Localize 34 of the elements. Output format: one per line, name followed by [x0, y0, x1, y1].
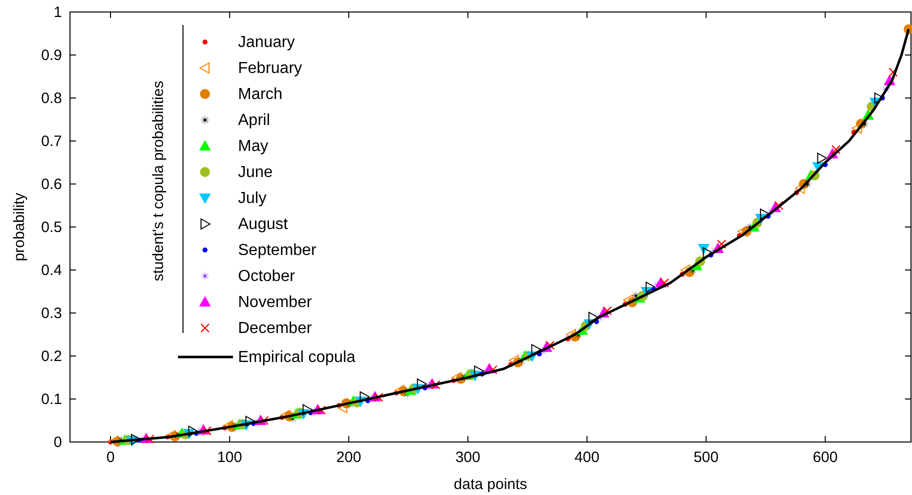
legend-label: September — [238, 242, 317, 259]
y-tick-label: 0 — [54, 434, 62, 451]
x-tick-label: 500 — [694, 449, 719, 466]
x-axis-title: data points — [454, 476, 528, 493]
legend-label: Empirical copula — [238, 349, 356, 366]
y-tick-label: 0.5 — [41, 219, 62, 236]
legend-label: April — [238, 112, 270, 129]
legend-label: June — [238, 164, 273, 181]
legend-label: December — [238, 320, 312, 337]
y-tick-label: 0.4 — [41, 262, 62, 279]
y-tick-label: 0.9 — [41, 47, 62, 64]
legend-label: May — [238, 138, 268, 155]
legend-label: November — [238, 294, 312, 311]
y-tick-label: 1 — [54, 4, 62, 21]
legend-title: student's t copula probabilities — [150, 80, 167, 282]
x-tick-label: 200 — [336, 449, 362, 466]
legend-label: October — [238, 268, 296, 285]
y-axis-title: probability — [11, 192, 28, 262]
y-tick-label: 0.8 — [41, 90, 62, 107]
legend-label: August — [238, 216, 288, 233]
y-tick-label: 0.1 — [41, 391, 62, 408]
x-tick-label: 0 — [106, 449, 115, 466]
x-tick-label: 400 — [574, 449, 600, 466]
y-tick-label: 0.3 — [41, 305, 62, 322]
y-tick-label: 0.6 — [41, 176, 62, 193]
x-tick-label: 300 — [455, 449, 480, 466]
y-tick-label: 0.7 — [41, 133, 62, 150]
legend-label: January — [238, 34, 295, 51]
x-tick-label: 100 — [217, 449, 242, 466]
legend-label: July — [238, 190, 266, 207]
legend-label: February — [238, 60, 302, 77]
x-tick-label: 600 — [812, 449, 838, 466]
y-tick-label: 0.2 — [41, 348, 62, 365]
legend-label: March — [238, 86, 282, 103]
